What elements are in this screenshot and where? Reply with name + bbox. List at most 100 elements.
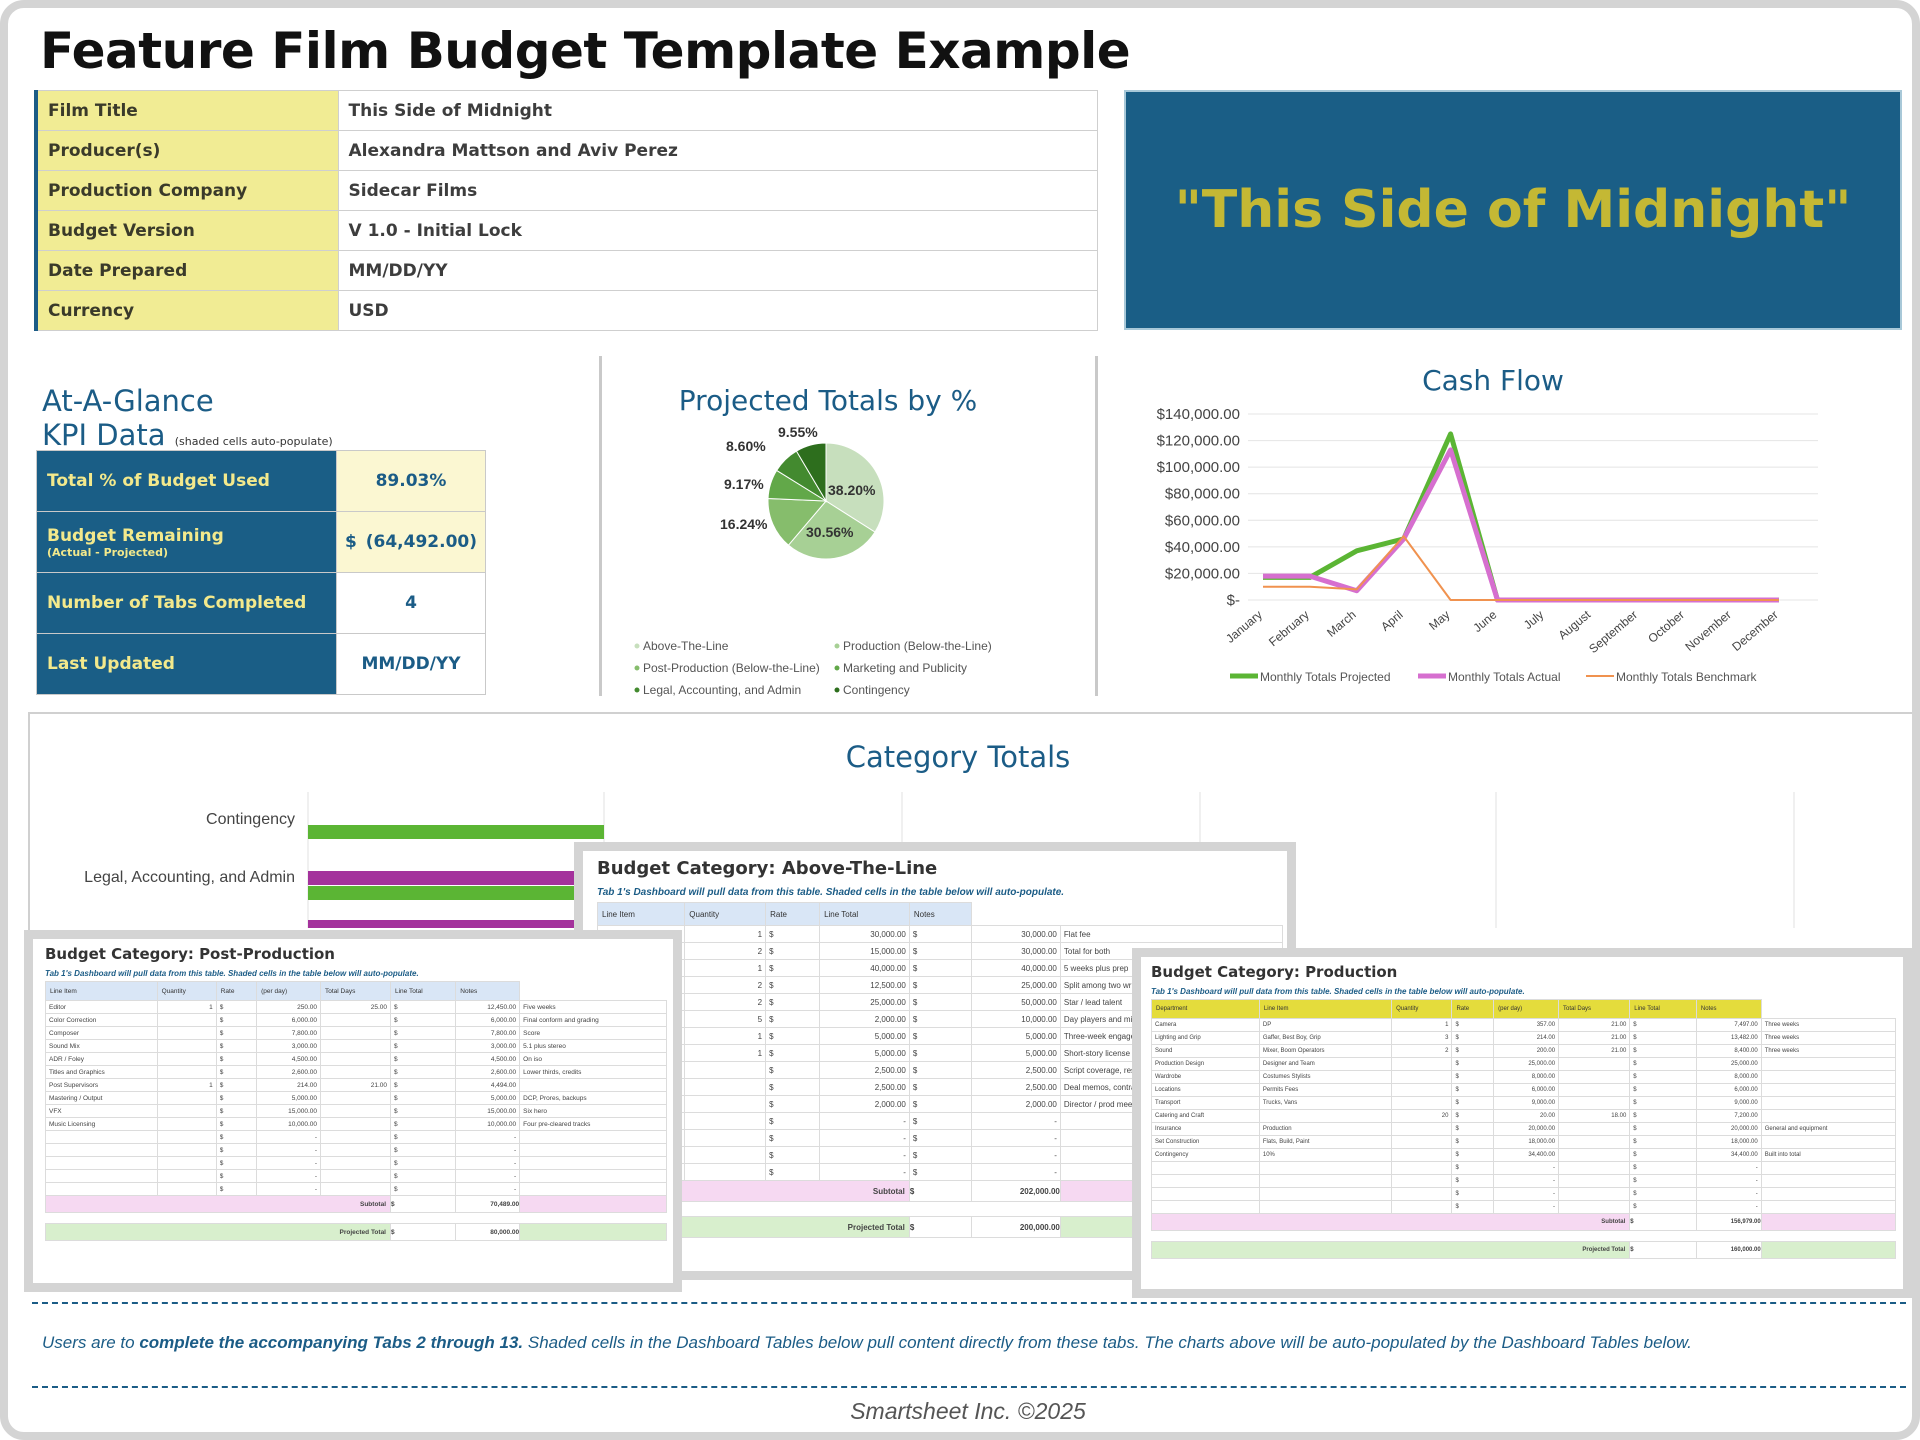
sheet-cell[interactable]: - xyxy=(819,1146,910,1164)
sheet-cell[interactable]: $ xyxy=(389,1052,457,1066)
projected-value[interactable]: 80,000.00 xyxy=(455,1223,521,1241)
sheet-cell[interactable]: 7,200.00 xyxy=(1695,1109,1762,1123)
sheet-cell[interactable]: $ xyxy=(765,1129,821,1147)
sheet-cell[interactable]: Final conform and grading xyxy=(519,1013,667,1027)
sheet-cell[interactable] xyxy=(684,1061,767,1079)
sheet-cell[interactable]: - xyxy=(819,1129,910,1147)
sheet-cell[interactable]: - xyxy=(1695,1200,1762,1214)
sheet-cell[interactable]: 4,494.00 xyxy=(455,1078,521,1092)
sheet-cell[interactable]: $ xyxy=(765,1112,821,1130)
sheet-cell[interactable]: $ xyxy=(1451,1044,1495,1058)
sheet-cell[interactable] xyxy=(320,1182,391,1196)
sheet-cell[interactable]: $ xyxy=(389,1156,457,1170)
sheet-cell[interactable]: 30,000.00 xyxy=(819,925,910,943)
sheet-cell[interactable] xyxy=(320,1052,391,1066)
sheet-cell[interactable]: $ xyxy=(389,1091,457,1105)
sheet-cell[interactable] xyxy=(156,1104,217,1118)
sheet-cell[interactable] xyxy=(1558,1070,1631,1084)
sheet-cell[interactable] xyxy=(45,1182,158,1196)
sheet-cell[interactable]: - xyxy=(455,1130,521,1144)
sheet-cell[interactable]: $ xyxy=(215,1013,258,1027)
sheet-cell[interactable]: - xyxy=(455,1143,521,1157)
sheet-cell[interactable]: 18,000.00 xyxy=(1695,1135,1762,1149)
sheet-cell[interactable] xyxy=(156,1052,217,1066)
sheet-cell[interactable] xyxy=(156,1182,217,1196)
info-value[interactable]: Alexandra Mattson and Aviv Perez xyxy=(337,130,1098,171)
sheet-cell[interactable] xyxy=(156,1143,217,1157)
sheet-cell[interactable]: 15,000.00 xyxy=(455,1104,521,1118)
sheet-cell[interactable]: $ xyxy=(215,1169,258,1183)
sheet-cell[interactable]: 18.00 xyxy=(1558,1109,1631,1123)
sheet-cell[interactable]: - xyxy=(1695,1161,1762,1175)
sheet-cell[interactable]: DCP, Prores, backups xyxy=(519,1091,667,1105)
sheet-cell[interactable] xyxy=(320,1143,391,1157)
sheet-cell[interactable]: $ xyxy=(215,1117,258,1131)
sheet-cell[interactable] xyxy=(1760,1174,1897,1188)
sheet-cell[interactable]: $ xyxy=(765,1061,821,1079)
sheet-cell[interactable]: 30,000.00 xyxy=(971,925,1061,943)
info-value[interactable]: V 1.0 - Initial Lock xyxy=(337,210,1098,251)
sheet-cell[interactable]: $ xyxy=(908,1163,973,1181)
sheet-cell[interactable] xyxy=(684,1163,767,1181)
sheet-cell[interactable]: 2,600.00 xyxy=(256,1065,321,1079)
sheet-cell[interactable]: $ xyxy=(765,942,821,960)
sheet-cell[interactable]: Catering and Craft xyxy=(1151,1109,1260,1123)
sheet-cell[interactable]: $ xyxy=(389,1026,457,1040)
sheet-cell[interactable]: 13,482.00 xyxy=(1695,1031,1762,1045)
sheet-cell[interactable]: Music Licensing xyxy=(45,1117,158,1131)
sheet-cell[interactable] xyxy=(1151,1174,1260,1188)
sheet-cell[interactable]: $ xyxy=(1451,1200,1495,1214)
sheet-cell[interactable]: $ xyxy=(1629,1070,1697,1084)
info-value[interactable]: MM/DD/YY xyxy=(337,250,1098,291)
sheet-cell[interactable] xyxy=(1391,1161,1453,1175)
sheet-cell[interactable] xyxy=(1258,1161,1393,1175)
sheet-cell[interactable]: 12,500.00 xyxy=(819,976,910,994)
sheet-cell[interactable]: 1 xyxy=(684,959,767,977)
sheet-cell[interactable]: 5,000.00 xyxy=(971,1044,1061,1062)
sheet-cell[interactable]: $ xyxy=(1629,1174,1697,1188)
sheet-cell[interactable]: 21.00 xyxy=(320,1078,391,1092)
sheet-cell[interactable]: 4,500.00 xyxy=(455,1052,521,1066)
sheet-cell[interactable]: 25,000.00 xyxy=(1695,1057,1762,1071)
sheet-cell[interactable]: 21.00 xyxy=(1558,1044,1631,1058)
sheet-cell[interactable]: 1 xyxy=(684,1027,767,1045)
sheet-cell[interactable] xyxy=(684,1146,767,1164)
sheet-cell[interactable]: Six hero xyxy=(519,1104,667,1118)
sheet-cell[interactable]: Mastering / Output xyxy=(45,1091,158,1105)
sheet-cell[interactable]: Four pre-cleared tracks xyxy=(519,1117,667,1131)
sheet-cell[interactable] xyxy=(1760,1135,1897,1149)
sheet-cell[interactable]: - xyxy=(455,1182,521,1196)
sheet-cell[interactable]: Lighting and Grip xyxy=(1151,1031,1260,1045)
sheet-cell[interactable] xyxy=(519,1182,667,1196)
sheet-cell[interactable]: $ xyxy=(908,1010,973,1028)
sheet-cell[interactable]: - xyxy=(1493,1200,1560,1214)
sheet-cell[interactable]: $ xyxy=(215,1052,258,1066)
sheet-cell[interactable] xyxy=(1151,1187,1260,1201)
sheet-cell[interactable]: $ xyxy=(1451,1096,1495,1110)
sheet-cell[interactable]: 9,000.00 xyxy=(1695,1096,1762,1110)
sheet-cell[interactable] xyxy=(45,1169,158,1183)
sheet-cell[interactable]: $ xyxy=(1451,1174,1495,1188)
sheet-cell[interactable]: 7,497.00 xyxy=(1695,1018,1762,1032)
sheet-cell[interactable] xyxy=(1258,1109,1393,1123)
sheet-cell[interactable]: $ xyxy=(1629,1057,1697,1071)
sheet-cell[interactable] xyxy=(684,1129,767,1147)
sheet-cell[interactable] xyxy=(156,1065,217,1079)
sheet-cell[interactable] xyxy=(1391,1187,1453,1201)
sheet-cell[interactable]: Trucks, Vans xyxy=(1258,1096,1393,1110)
sheet-cell[interactable]: $ xyxy=(389,1104,457,1118)
sheet-cell[interactable]: - xyxy=(971,1129,1061,1147)
sheet-cell[interactable]: $ xyxy=(215,1156,258,1170)
sheet-cell[interactable]: Costumes Stylists xyxy=(1258,1070,1393,1084)
sheet-cell[interactable] xyxy=(1391,1070,1453,1084)
sheet-cell[interactable] xyxy=(320,1156,391,1170)
sheet-cell[interactable]: $ xyxy=(1451,1031,1495,1045)
sheet-cell[interactable]: Transport xyxy=(1151,1096,1260,1110)
sheet-cell[interactable]: Locations xyxy=(1151,1083,1260,1097)
sheet-cell[interactable] xyxy=(156,1156,217,1170)
sheet-cell[interactable]: 10,000.00 xyxy=(455,1117,521,1131)
sheet-cell[interactable]: - xyxy=(819,1163,910,1181)
sheet-cell[interactable] xyxy=(1558,1148,1631,1162)
sheet-cell[interactable]: 2,000.00 xyxy=(819,1010,910,1028)
sheet-cell[interactable]: $ xyxy=(215,1065,258,1079)
